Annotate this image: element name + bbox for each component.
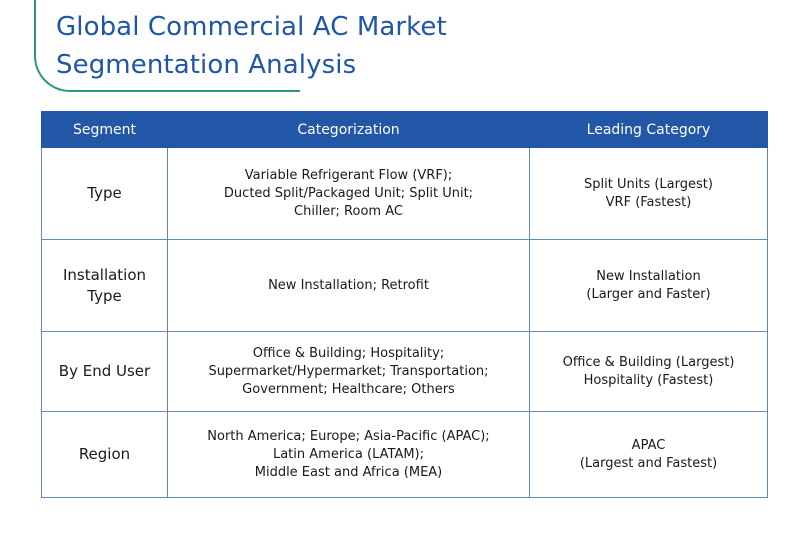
segment-cell: By End User [41,331,168,412]
leading-line: VRF (Fastest) [605,194,692,210]
table-row: Region North America; Europe; Asia-Pacif… [41,411,768,498]
categorization-line: Government; Healthcare; Others [242,381,455,397]
segment-cell: Region [41,411,168,498]
leading-line: (Largest and Fastest) [579,455,718,471]
categorization-cell: New Installation; Retrofit [167,239,530,332]
leading-line: Split Units (Largest) [584,176,713,192]
categorization-line: Office & Building; Hospitality; [252,345,445,361]
segment-line: By End User [58,362,151,380]
segment-line: Type [87,286,122,305]
segment-cell: Type [41,147,168,240]
leading-category-cell: Split Units (Largest) VRF (Fastest) [529,147,768,240]
title-line-1: Global Commercial AC Market [56,12,447,42]
leading-line: New Installation [596,268,701,284]
leading-category-cell: APAC (Largest and Fastest) [529,411,768,498]
table-row: By End User Office & Building; Hospitali… [41,331,768,412]
categorization-line: North America; Europe; Asia-Pacific (APA… [207,428,490,444]
header-leading-category: Leading Category [529,111,768,148]
table-row: Installation Type New Installation; Retr… [41,239,768,332]
header-categorization: Categorization [167,111,530,148]
categorization-cell: Variable Refrigerant Flow (VRF); Ducted … [167,147,530,240]
categorization-line: Variable Refrigerant Flow (VRF); [244,167,453,183]
categorization-line: Ducted Split/Packaged Unit; Split Unit; [223,185,474,201]
table-header-row: Segment Categorization Leading Category [41,111,768,148]
categorization-line: Supermarket/Hypermarket; Transportation; [208,363,489,379]
decorative-accent-curve [34,0,300,92]
categorization-line: Latin America (LATAM); [272,446,425,462]
segment-line: Type [87,184,122,202]
categorization-cell: North America; Europe; Asia-Pacific (APA… [167,411,530,498]
page-title: Global Commercial AC Market Segmentation… [56,8,447,84]
header-segment: Segment [41,111,168,148]
segment-line: Region [78,445,131,463]
segment-cell: Installation Type [41,239,168,332]
segment-line: Installation [62,265,147,284]
leading-line: Office & Building (Largest) [562,354,735,370]
leading-line: Hospitality (Fastest) [583,372,714,388]
categorization-line: Chiller; Room AC [294,203,403,219]
categorization-cell: Office & Building; Hospitality; Supermar… [167,331,530,412]
title-line-2: Segmentation Analysis [56,50,357,80]
leading-line: (Larger and Faster) [586,286,711,302]
categorization-line: New Installation; Retrofit [268,277,429,293]
segmentation-table: Segment Categorization Leading Category … [41,111,768,498]
leading-line: APAC [631,437,666,453]
leading-category-cell: Office & Building (Largest) Hospitality … [529,331,768,412]
table-row: Type Variable Refrigerant Flow (VRF); Du… [41,147,768,240]
leading-category-cell: New Installation (Larger and Faster) [529,239,768,332]
categorization-line: Middle East and Africa (MEA) [254,464,443,480]
